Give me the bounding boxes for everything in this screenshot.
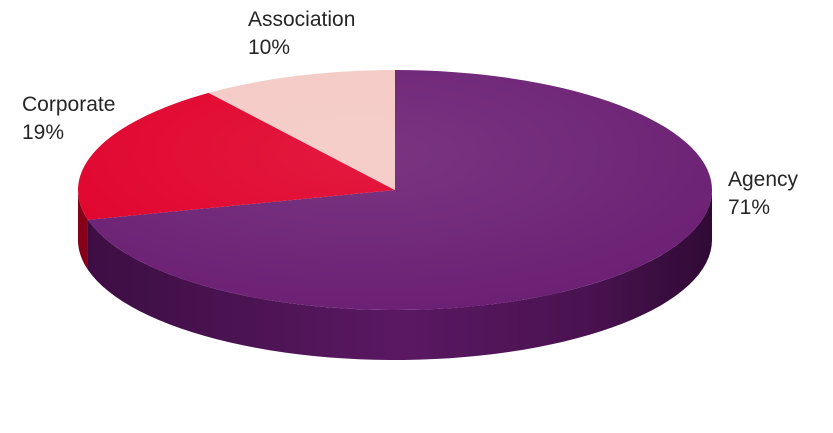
pie-slices [78,70,713,311]
data-label-name: Corporate [22,93,115,116]
data-label-value: 19% [22,121,64,144]
data-label-corporate: Corporate 19% [22,93,115,144]
pie-side-agency [87,190,712,360]
data-label-agency: Agency 71% [728,168,799,219]
pie-labels: Agency 71% Corporate 19% Association 10% [22,8,799,219]
data-label-value: 10% [248,36,290,59]
data-label-name: Association [248,8,355,31]
data-label-name: Agency [728,168,799,191]
data-label-association: Association 10% [248,8,355,59]
data-label-value: 71% [728,196,770,219]
